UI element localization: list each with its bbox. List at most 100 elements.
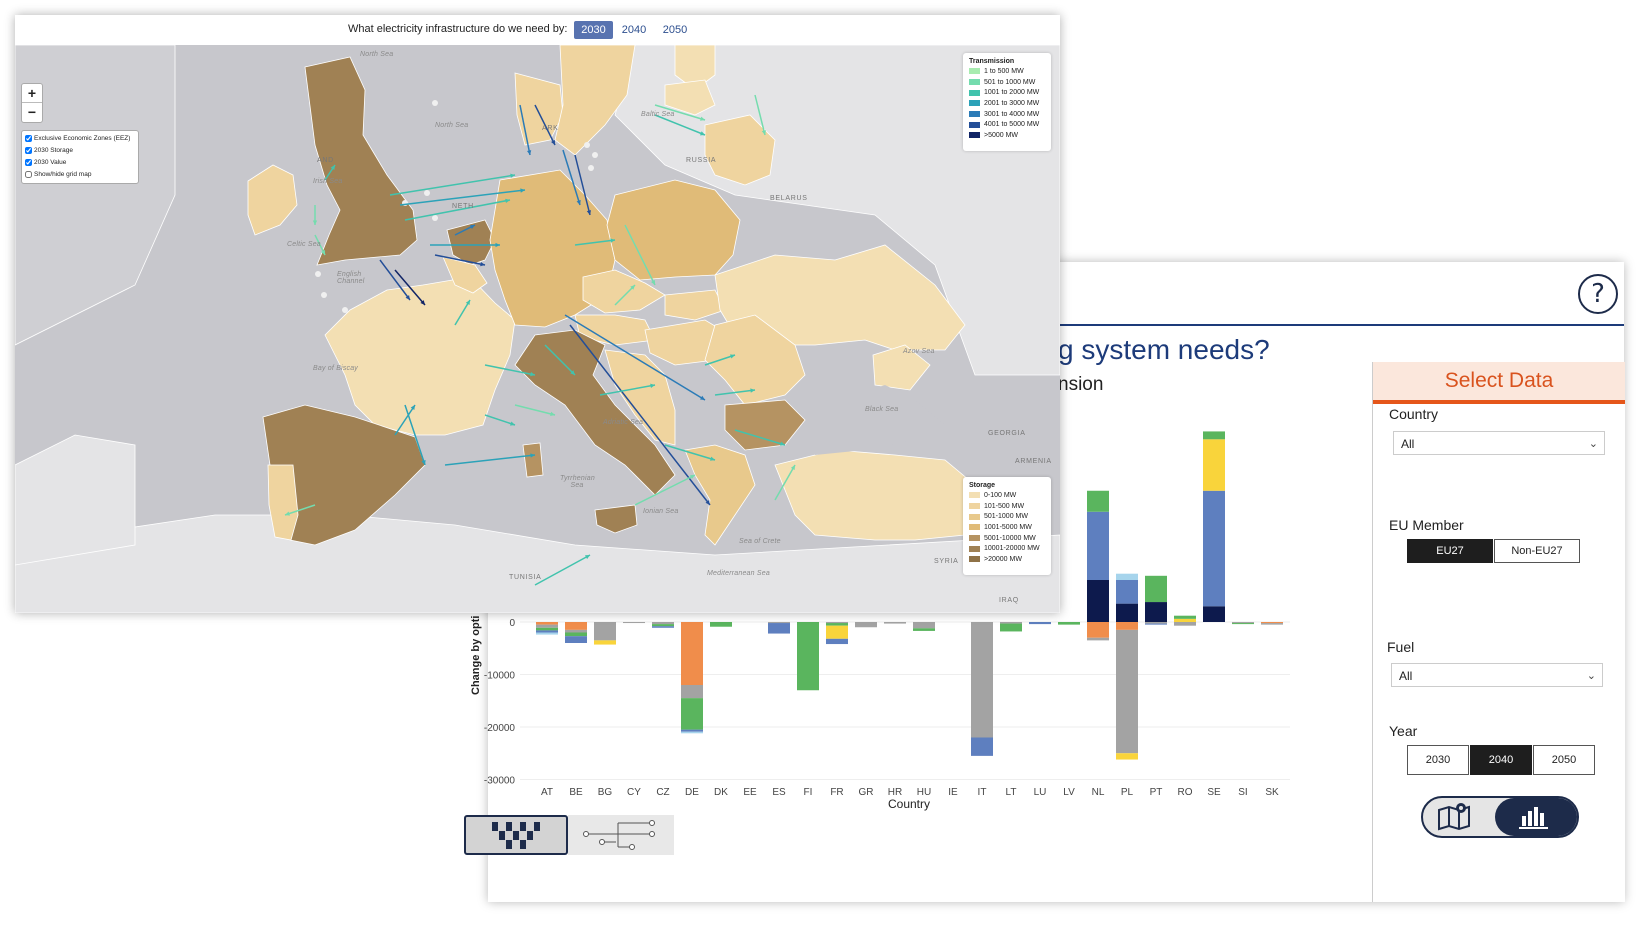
non-eu27-option[interactable]: Non-EU27 bbox=[1494, 539, 1580, 563]
black-sea bbox=[805, 385, 945, 455]
arrow-head bbox=[530, 453, 535, 458]
fuel-label: Fuel bbox=[1387, 639, 1415, 655]
bar-segment-bg bbox=[594, 640, 616, 645]
country-label: TUNISIA bbox=[509, 574, 542, 581]
bar-segment-se bbox=[1203, 606, 1225, 622]
transmission-arrow bbox=[774, 464, 796, 501]
bar-segment-nl bbox=[1087, 490, 1109, 512]
year-2050-option[interactable]: 2050 bbox=[1533, 745, 1595, 775]
x-axis-label: Country bbox=[888, 797, 930, 811]
country-bulgaria bbox=[724, 399, 806, 451]
eu27-option[interactable]: EU27 bbox=[1407, 539, 1493, 563]
country-dropdown[interactable]: All ⌄ bbox=[1393, 431, 1605, 455]
transmission-legend-item: 3001 to 4000 MW bbox=[969, 110, 1045, 121]
bar-chart-view-tab[interactable] bbox=[464, 815, 568, 855]
legend-label: 0-100 MW bbox=[984, 492, 1017, 499]
bar-segment-dk bbox=[710, 622, 732, 627]
transmission-arrow bbox=[569, 324, 711, 506]
map-header: What electricity infrastructure do we ne… bbox=[15, 15, 1060, 45]
eez-marker bbox=[315, 271, 321, 277]
year-2030-option[interactable]: 2030 bbox=[1407, 745, 1469, 775]
fuel-value: All bbox=[1399, 669, 1413, 683]
help-button[interactable]: ? bbox=[1578, 274, 1618, 314]
legend-swatch bbox=[969, 492, 980, 499]
bar-segment-si bbox=[1232, 623, 1254, 625]
layer-label: Show/hide grid map bbox=[34, 171, 92, 178]
storage-checkbox[interactable] bbox=[25, 146, 32, 154]
transmission-arrow bbox=[624, 224, 656, 286]
bar-segment-it bbox=[971, 737, 993, 756]
legend-swatch bbox=[969, 502, 980, 509]
bar-segment-de bbox=[681, 698, 703, 730]
bar-segment-cz bbox=[652, 626, 674, 628]
europe-map[interactable]: North Sea North Sea Irish Sea Celtic Sea… bbox=[15, 44, 1060, 613]
network-view-tab[interactable] bbox=[568, 815, 674, 855]
country-belgium bbox=[442, 256, 488, 294]
arrow-head bbox=[750, 388, 755, 393]
storage-legend-item: 1001-5000 MW bbox=[969, 523, 1045, 534]
x-tick-label: HR bbox=[888, 787, 902, 798]
transmission-arrow bbox=[614, 284, 636, 306]
x-tick-label: PL bbox=[1121, 787, 1134, 798]
legend-label: 501-1000 MW bbox=[984, 513, 1028, 521]
legend-title: Transmission bbox=[969, 58, 1015, 65]
year-2040-option[interactable]: 2040 bbox=[1470, 745, 1532, 775]
eez-checkbox[interactable] bbox=[25, 134, 32, 142]
year-2030-button[interactable]: 2030 bbox=[574, 21, 613, 39]
legend-swatch bbox=[969, 100, 980, 107]
country-turkey bbox=[774, 449, 976, 541]
eez-marker bbox=[584, 142, 590, 148]
layer-value[interactable]: 2030 Value bbox=[25, 157, 135, 169]
arrow-head bbox=[576, 200, 581, 205]
layer-eez[interactable]: Exclusive Economic Zones (EEZ) bbox=[25, 133, 135, 145]
value-checkbox[interactable] bbox=[25, 158, 32, 166]
transmission-arrow bbox=[544, 344, 576, 376]
transmission-arrow bbox=[484, 414, 516, 426]
arrow-head bbox=[585, 555, 590, 560]
bar-segment-de bbox=[681, 729, 703, 732]
sea-label: Bay of Biscay bbox=[313, 365, 359, 372]
bar-segment-ro bbox=[1174, 615, 1196, 619]
transmission-arrow bbox=[484, 364, 536, 376]
arrow-head bbox=[705, 500, 710, 505]
arrow-head bbox=[480, 261, 485, 267]
map-pin-icon bbox=[1438, 803, 1470, 831]
bar-segment-at bbox=[536, 630, 558, 633]
layer-grid[interactable]: Show/hide grid map bbox=[25, 169, 135, 181]
arrow-head bbox=[761, 130, 767, 135]
bar-segment-it bbox=[971, 622, 993, 738]
select-data-accent-bar bbox=[1373, 400, 1625, 404]
transmission-arrow bbox=[714, 389, 756, 396]
year-question: What electricity infrastructure do we ne… bbox=[348, 23, 568, 35]
bar-segment-pl bbox=[1116, 603, 1138, 622]
map-canvas[interactable] bbox=[15, 44, 1060, 613]
arrow-head bbox=[530, 371, 535, 377]
arrow-head bbox=[330, 165, 335, 170]
bar-segment-fr bbox=[826, 625, 848, 639]
country-sicily bbox=[594, 504, 638, 534]
arrow-head bbox=[700, 131, 705, 136]
map-view-button[interactable] bbox=[1423, 798, 1495, 836]
layer-storage[interactable]: 2030 Storage bbox=[25, 145, 135, 157]
bar-segment-gr bbox=[855, 622, 877, 628]
zoom-out-button[interactable]: − bbox=[27, 104, 37, 120]
year-2040-button[interactable]: 2040 bbox=[621, 24, 647, 36]
bar-segment-bg bbox=[594, 622, 616, 641]
zoom-in-button[interactable]: + bbox=[27, 85, 37, 101]
chart-view-button[interactable] bbox=[1495, 798, 1577, 836]
arrow-head bbox=[586, 210, 592, 215]
arrow-head bbox=[650, 383, 655, 388]
arrow-head bbox=[465, 300, 470, 305]
transmission-legend-item: 1 to 500 MW bbox=[969, 67, 1045, 78]
x-tick-label: RO bbox=[1178, 787, 1193, 798]
bar-segment-pl bbox=[1116, 580, 1138, 604]
network-diagram-icon bbox=[583, 820, 655, 850]
storage-legend-item: 101-500 MW bbox=[969, 502, 1045, 513]
fuel-dropdown[interactable]: All ⌄ bbox=[1391, 663, 1603, 687]
bar-segment-lt bbox=[1000, 623, 1022, 632]
year-2050-button[interactable]: 2050 bbox=[662, 24, 688, 36]
grid-checkbox[interactable] bbox=[25, 170, 32, 178]
bar-segment-de bbox=[681, 622, 703, 685]
country-italy bbox=[514, 329, 676, 496]
layer-label: Exclusive Economic Zones (EEZ) bbox=[34, 135, 131, 142]
